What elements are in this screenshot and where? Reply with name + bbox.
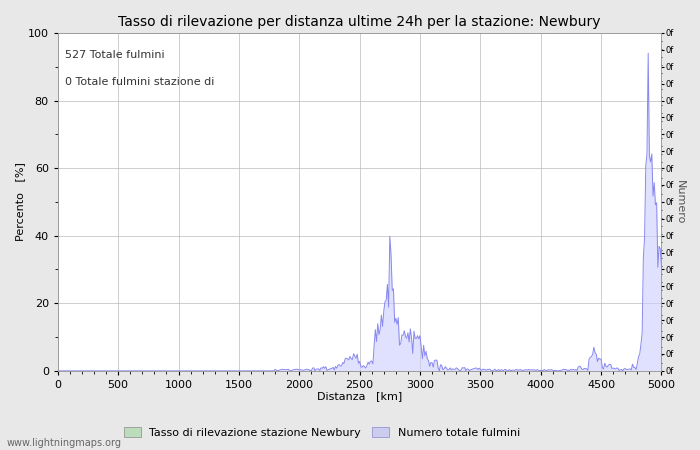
Text: 0 Totale fulmini stazione di: 0 Totale fulmini stazione di [65, 77, 214, 87]
X-axis label: Distanza   [km]: Distanza [km] [317, 391, 402, 401]
Y-axis label: Numero: Numero [675, 180, 685, 224]
Legend: Tasso di rilevazione stazione Newbury, Numero totale fulmini: Tasso di rilevazione stazione Newbury, N… [120, 423, 524, 442]
Title: Tasso di rilevazione per distanza ultime 24h per la stazione: Newbury: Tasso di rilevazione per distanza ultime… [118, 15, 601, 29]
Y-axis label: Percento   [%]: Percento [%] [15, 162, 25, 241]
Text: 527 Totale fulmini: 527 Totale fulmini [65, 50, 164, 60]
Text: www.lightningmaps.org: www.lightningmaps.org [7, 438, 122, 448]
